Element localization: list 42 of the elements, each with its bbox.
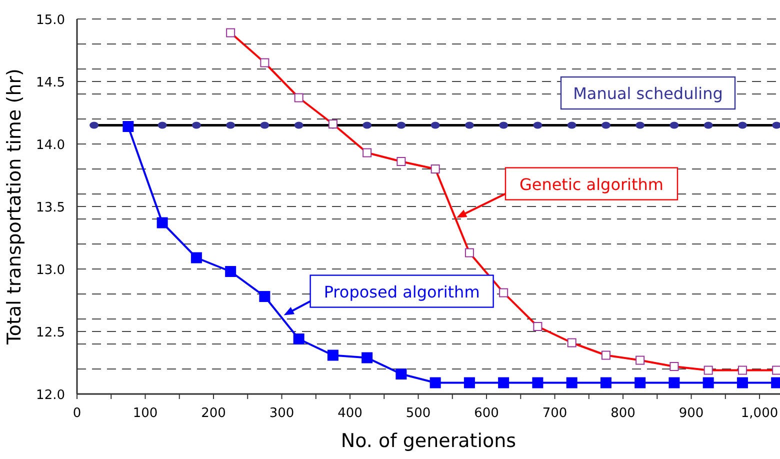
x-tick-label: 400 bbox=[338, 406, 362, 421]
x-tick-label: 300 bbox=[269, 406, 294, 421]
point bbox=[566, 377, 578, 388]
annotation: Proposed algorithm bbox=[324, 282, 480, 302]
point bbox=[702, 377, 714, 388]
point bbox=[327, 350, 338, 361]
point bbox=[156, 217, 168, 228]
y-tick-label: 12.0 bbox=[36, 388, 65, 403]
y-axis-title: Total transportation time (hr) bbox=[4, 68, 26, 346]
y-tick-label: 13.5 bbox=[36, 200, 65, 216]
point bbox=[122, 121, 134, 132]
x-tick-label: 100 bbox=[132, 406, 158, 421]
x-axis-title: No. of generations bbox=[340, 430, 516, 452]
annotation: Genetic algorithm bbox=[519, 174, 664, 194]
point bbox=[600, 377, 612, 388]
y-tick-label: 13.0 bbox=[36, 263, 65, 278]
point bbox=[396, 368, 407, 380]
x-tick-label: 200 bbox=[201, 406, 226, 421]
point bbox=[634, 377, 646, 388]
point bbox=[225, 266, 236, 277]
y-tick-label: 12.5 bbox=[36, 326, 65, 340]
x-tick-label: 800 bbox=[610, 406, 636, 421]
point bbox=[464, 377, 475, 388]
point bbox=[430, 377, 441, 388]
x-tick-label: 600 bbox=[474, 406, 499, 421]
x-tick-label: 1,000 bbox=[740, 406, 778, 421]
x-tick-label: 900 bbox=[678, 406, 704, 421]
x-tick-label: 700 bbox=[542, 406, 568, 421]
point bbox=[498, 377, 510, 388]
y-tick-label: 14.5 bbox=[36, 76, 65, 90]
point bbox=[668, 377, 680, 388]
point bbox=[736, 377, 748, 388]
y-tick-label: 14.0 bbox=[36, 138, 65, 153]
x-tick-label: 0 bbox=[72, 406, 82, 421]
y-tick-label: 15.0 bbox=[36, 13, 65, 28]
point bbox=[190, 252, 202, 264]
point bbox=[362, 352, 373, 364]
point bbox=[259, 291, 270, 302]
x-tick-label: 500 bbox=[406, 406, 431, 421]
point bbox=[293, 334, 304, 344]
point bbox=[532, 377, 544, 388]
annotation: Manual scheduling bbox=[573, 84, 723, 103]
